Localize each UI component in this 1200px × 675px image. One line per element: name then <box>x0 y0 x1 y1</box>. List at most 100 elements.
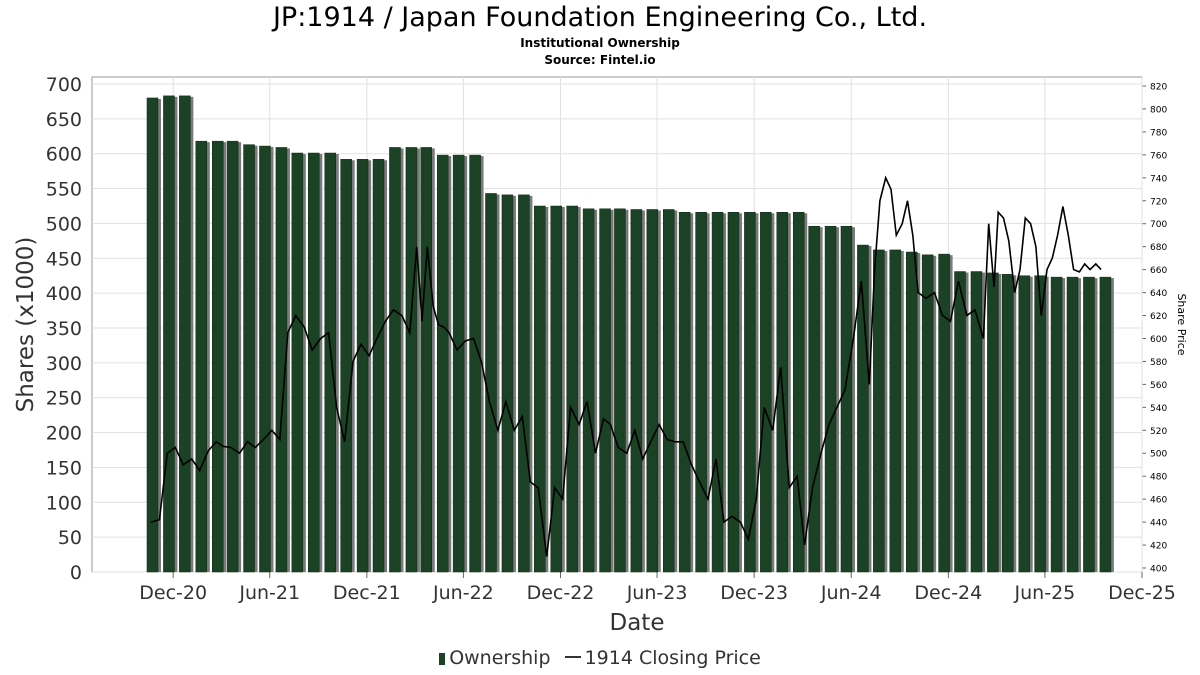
chart-title: JP:1914 / Japan Foundation Engineering C… <box>272 2 928 33</box>
ownership-bar <box>259 145 271 573</box>
y-tick-label: 550 <box>46 179 82 201</box>
price-swatch <box>564 656 581 658</box>
x-axis-label: Date <box>610 610 665 636</box>
legend-item-ownership[interactable]: Ownership <box>439 647 556 669</box>
x-tick-label: Jun-22 <box>432 582 494 604</box>
ownership-bar <box>954 271 966 573</box>
y-tick-label: 0 <box>70 562 82 584</box>
ownership-bar <box>1002 274 1014 573</box>
ownership-bar <box>146 97 159 573</box>
y-tick-label: 600 <box>46 144 82 166</box>
y2-tick-label: 600 <box>1150 335 1167 345</box>
ownership-bar <box>889 249 902 573</box>
y-tick-label: 350 <box>46 318 82 340</box>
ownership-bar <box>485 193 497 573</box>
x-tick-label: Dec-24 <box>914 582 982 604</box>
y-tick-label: 650 <box>46 109 82 131</box>
ownership-bar <box>372 159 385 573</box>
x-tick-label: Dec-22 <box>527 582 595 604</box>
ownership-bar <box>275 147 288 573</box>
y2-axis-label: Share Price <box>1175 293 1188 355</box>
ownership-bar <box>501 194 514 573</box>
ownership-bar <box>630 209 643 573</box>
y-tick-label: 250 <box>46 388 82 410</box>
y2-tick-label: 460 <box>1150 496 1167 506</box>
x-tick-label: Jun-23 <box>626 582 688 604</box>
x-tick-label: Jun-21 <box>238 582 300 604</box>
y2-tick-label: 560 <box>1150 381 1167 391</box>
ownership-bar <box>662 209 675 573</box>
x-tick-label: Dec-23 <box>720 582 788 604</box>
y2-tick-label: 700 <box>1150 220 1167 230</box>
ownership-bar <box>436 154 449 573</box>
ownership-bar <box>163 95 175 573</box>
y2-tick-label: 520 <box>1150 427 1167 437</box>
y-tick-label: 450 <box>46 248 82 270</box>
ownership-bar <box>873 249 885 573</box>
y2-tick-label: 580 <box>1150 358 1167 368</box>
ownership-bar <box>987 272 999 573</box>
x-tick-label: Dec-21 <box>333 582 401 604</box>
ownership-bar <box>599 208 611 573</box>
ownership-bar <box>614 208 626 573</box>
ownership-bar <box>566 205 578 573</box>
ownership-bar <box>226 140 239 573</box>
y-tick-label: 200 <box>46 423 82 445</box>
price-line <box>150 175 1102 557</box>
y-tick-label: 300 <box>46 353 82 375</box>
legend-label-price: 1914 Closing Price <box>584 647 761 669</box>
ownership-bar <box>646 209 659 573</box>
ownership-bar <box>452 154 465 573</box>
ownership-bar <box>211 140 224 573</box>
y-tick-label: 500 <box>46 213 82 235</box>
y2-tick-label: 680 <box>1150 243 1167 253</box>
ownership-bar <box>905 251 918 573</box>
y2-tick-label: 420 <box>1150 542 1167 552</box>
chart-subtitle: Institutional Ownership <box>520 36 680 50</box>
ownership-bar <box>857 244 869 573</box>
ownership-bar <box>405 147 418 573</box>
ownership-bar <box>1083 276 1095 573</box>
ownership-bar <box>1066 276 1079 573</box>
ownership-bar <box>179 95 191 573</box>
ownership-bar <box>1034 275 1046 573</box>
ownership-bar <box>534 205 546 573</box>
y2-tick-label: 480 <box>1150 473 1167 483</box>
y2-tick-label: 620 <box>1150 312 1167 322</box>
ownership-bar <box>678 212 691 573</box>
x-tick-label: Jun-24 <box>820 582 882 604</box>
y2-tick-label: 760 <box>1150 151 1167 161</box>
ownership-bar <box>582 208 595 573</box>
y2-tick-label: 540 <box>1150 404 1167 414</box>
ownership-bar <box>1099 276 1112 573</box>
ownership-bar <box>727 212 740 573</box>
y2-tick-label: 500 <box>1150 450 1167 460</box>
ownership-bar <box>1018 275 1030 573</box>
ownership-bar <box>938 253 950 573</box>
ownership-bar <box>808 225 820 573</box>
ownership-bar <box>792 212 805 573</box>
ownership-bar <box>389 147 401 573</box>
ownership-bar <box>340 159 352 573</box>
ownership-bar <box>921 254 934 573</box>
ownership-bar <box>840 225 853 573</box>
y2-tick-label: 780 <box>1150 128 1167 138</box>
ownership-bar <box>308 152 320 573</box>
y2-tick-label: 720 <box>1150 197 1167 207</box>
x-tick-label: Dec-25 <box>1108 582 1176 604</box>
ownership-bar <box>760 212 772 573</box>
ownership-bar <box>356 159 369 573</box>
ownership-bar <box>243 144 255 573</box>
y2-tick-label: 440 <box>1150 519 1167 529</box>
legend: Ownership 1914 Closing Price <box>0 647 1200 669</box>
y-tick-label: 100 <box>46 492 82 514</box>
y2-tick-label: 740 <box>1150 174 1167 184</box>
legend-item-price[interactable]: 1914 Closing Price <box>557 647 761 669</box>
y-tick-label: 700 <box>46 74 82 96</box>
ownership-swatch <box>439 653 446 665</box>
y-axis-label: Shares (x1000) <box>13 237 39 413</box>
legend-label-ownership: Ownership <box>449 647 551 669</box>
ownership-bar <box>711 212 724 573</box>
ownership-bar <box>518 194 530 573</box>
